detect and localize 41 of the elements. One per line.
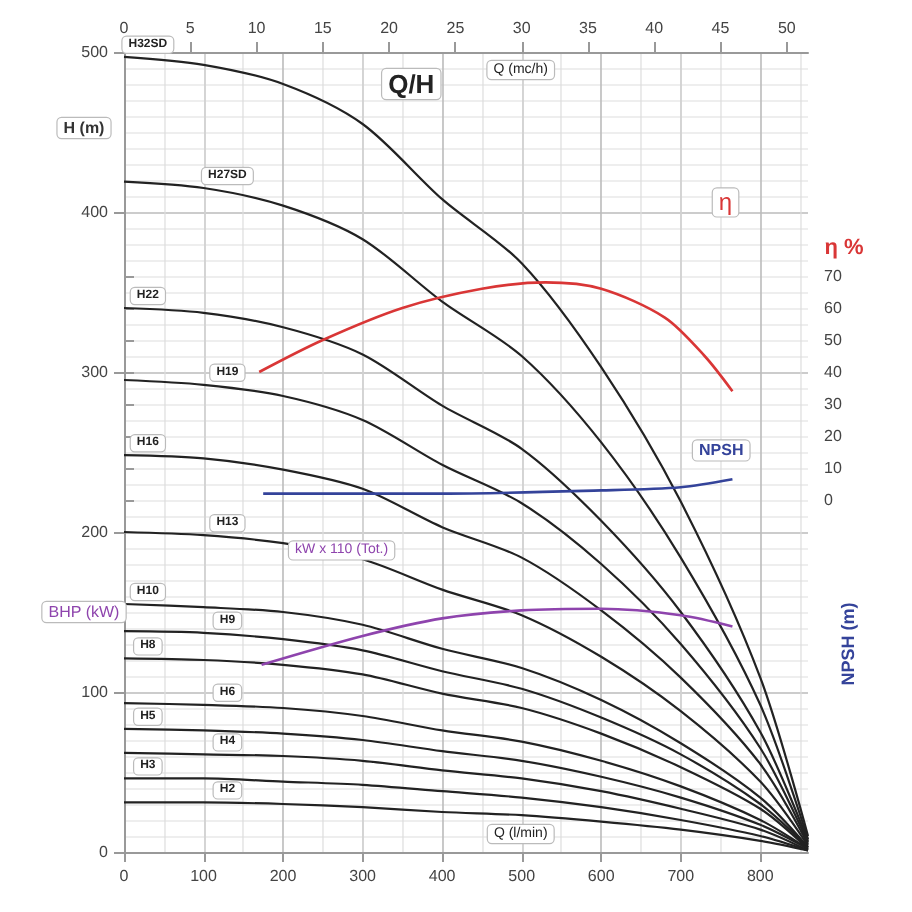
y2-tick-label: 60 xyxy=(824,299,843,317)
text: η xyxy=(718,188,733,217)
y2-tick-label: 0 xyxy=(824,491,834,509)
y-tick-label: 0 xyxy=(99,843,110,861)
y-tick-label: 300 xyxy=(81,363,110,381)
x2-tick-label: 45 xyxy=(711,19,731,37)
y2-tick-label: 30 xyxy=(824,395,843,413)
x2-tick-label: 50 xyxy=(777,19,797,37)
y-axis-title: H (m) xyxy=(63,119,106,137)
x-tick-label: 800 xyxy=(746,867,775,885)
x2-tick-label: 30 xyxy=(512,19,532,37)
series-label: NPSH xyxy=(698,441,744,460)
x-tick-label: 500 xyxy=(508,867,537,885)
y2-axis-title: η % xyxy=(824,236,864,260)
x2-tick-label: 25 xyxy=(446,19,466,37)
x-tick-label: 600 xyxy=(587,867,616,885)
x-tick-label: 700 xyxy=(667,867,696,885)
x-tick-label: 400 xyxy=(428,867,457,885)
text: NPSH (m) xyxy=(838,602,858,686)
y-tick-label: 200 xyxy=(81,523,110,541)
text: Q/H xyxy=(388,69,435,99)
x-tick-label: 300 xyxy=(349,867,378,885)
x2-tick-label: 5 xyxy=(185,19,196,37)
x2-tick-label: 35 xyxy=(579,19,598,37)
y2-tick-label: 70 xyxy=(824,267,843,285)
y2-tick-label: 20 xyxy=(824,427,843,445)
x2-tick-label: 0 xyxy=(119,19,130,37)
x2-tick-label: 20 xyxy=(380,19,400,37)
x-tick-label: 0 xyxy=(119,867,130,885)
x2-tick-label: 40 xyxy=(645,19,665,37)
y-tick-label: 500 xyxy=(81,43,110,61)
y-tick-label: 100 xyxy=(81,683,110,701)
x-tick-label: 200 xyxy=(269,867,298,885)
x2-tick-label: 10 xyxy=(247,19,267,37)
y2-tick-label: 10 xyxy=(824,459,843,477)
y-tick-label: 400 xyxy=(81,203,110,221)
x-tick-label: 100 xyxy=(190,867,218,885)
x2-tick-label: 15 xyxy=(313,19,333,37)
y2-tick-label: 50 xyxy=(824,331,843,349)
y2-tick-label: 40 xyxy=(824,363,843,381)
text: BHP (kW) xyxy=(48,603,121,621)
